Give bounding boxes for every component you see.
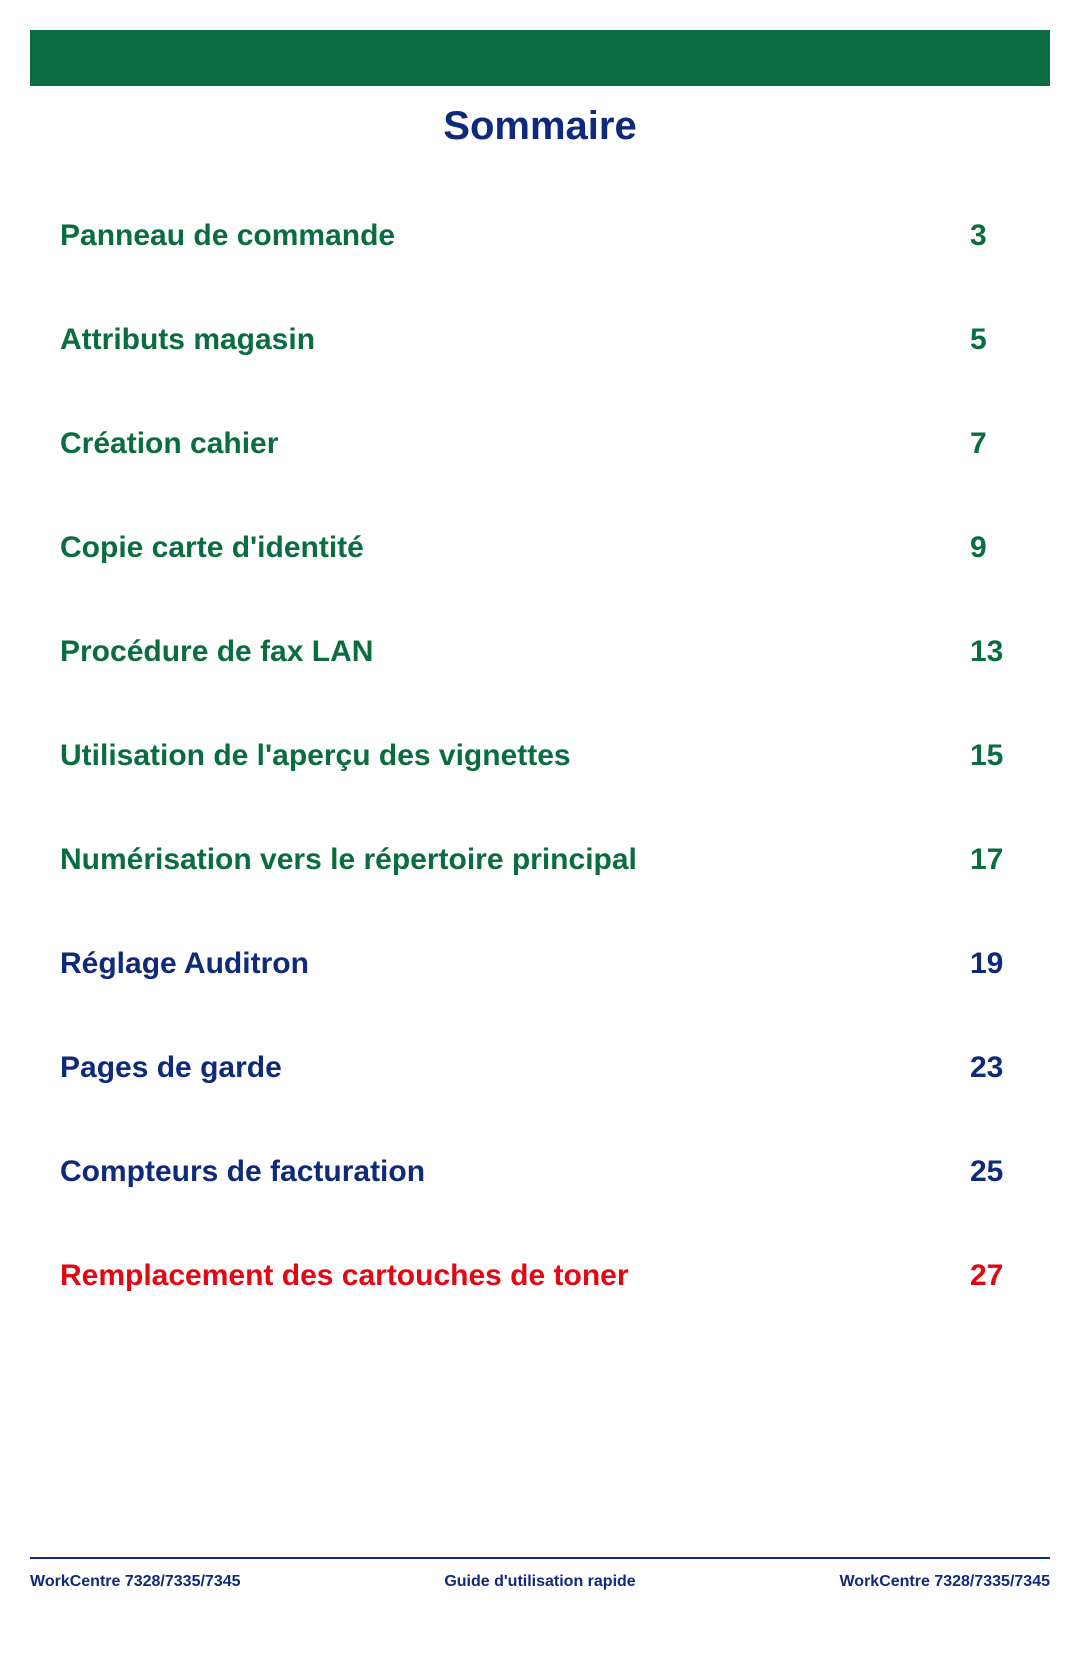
header-bar	[30, 30, 1050, 86]
toc-label: Panneau de commande	[60, 219, 395, 253]
toc-label: Réglage Auditron	[60, 947, 309, 981]
footer-rule	[30, 1557, 1050, 1559]
toc-label: Utilisation de l'aperçu des vignettes	[60, 739, 571, 773]
toc-row[interactable]: Compteurs de facturation 25	[60, 1155, 1020, 1189]
toc-label: Création cahier	[60, 427, 278, 461]
table-of-contents: Panneau de commande 3 Attributs magasin 5 Cr…	[30, 219, 1050, 1293]
toc-label: Compteurs de facturation	[60, 1155, 425, 1189]
toc-row[interactable]: Pages de garde 23	[60, 1051, 1020, 1085]
toc-page-number: 13	[970, 635, 1020, 669]
toc-page-number: 15	[970, 739, 1020, 773]
toc-row[interactable]: Réglage Auditron 19	[60, 947, 1020, 981]
toc-page-number: 25	[970, 1155, 1020, 1189]
toc-row[interactable]: Utilisation de l'aperçu des vignettes 15	[60, 739, 1020, 773]
toc-page-number: 9	[970, 531, 1020, 565]
toc-row[interactable]: Numérisation vers le répertoire principa…	[60, 843, 1020, 877]
footer: WorkCentre 7328/7335/7345 Guide d'utilis…	[30, 1573, 1050, 1591]
toc-label: Remplacement des cartouches de toner	[60, 1259, 629, 1293]
page-title: Sommaire	[30, 104, 1050, 149]
page-container: Sommaire Panneau de commande 3 Attributs m…	[0, 0, 1080, 1293]
toc-label: Procédure de fax LAN	[60, 635, 373, 669]
toc-page-number: 17	[970, 843, 1020, 877]
toc-row[interactable]: Panneau de commande 3	[60, 219, 1020, 253]
toc-label: Numérisation vers le répertoire principa…	[60, 843, 637, 877]
toc-label: Copie carte d'identité	[60, 531, 364, 565]
toc-label: Pages de garde	[60, 1051, 282, 1085]
toc-row[interactable]: Création cahier 7	[60, 427, 1020, 461]
toc-label: Attributs magasin	[60, 323, 315, 357]
footer-right: WorkCentre 7328/7335/7345	[839, 1573, 1050, 1591]
toc-page-number: 27	[970, 1259, 1020, 1293]
toc-row[interactable]: Attributs magasin 5	[60, 323, 1020, 357]
toc-page-number: 19	[970, 947, 1020, 981]
footer-left: WorkCentre 7328/7335/7345	[30, 1573, 241, 1591]
toc-row[interactable]: Copie carte d'identité 9	[60, 531, 1020, 565]
toc-page-number: 7	[970, 427, 1020, 461]
toc-page-number: 23	[970, 1051, 1020, 1085]
toc-page-number: 3	[970, 219, 1020, 253]
footer-center: Guide d'utilisation rapide	[444, 1573, 635, 1591]
toc-page-number: 5	[970, 323, 1020, 357]
toc-row[interactable]: Remplacement des cartouches de toner 27	[60, 1259, 1020, 1293]
toc-row[interactable]: Procédure de fax LAN 13	[60, 635, 1020, 669]
